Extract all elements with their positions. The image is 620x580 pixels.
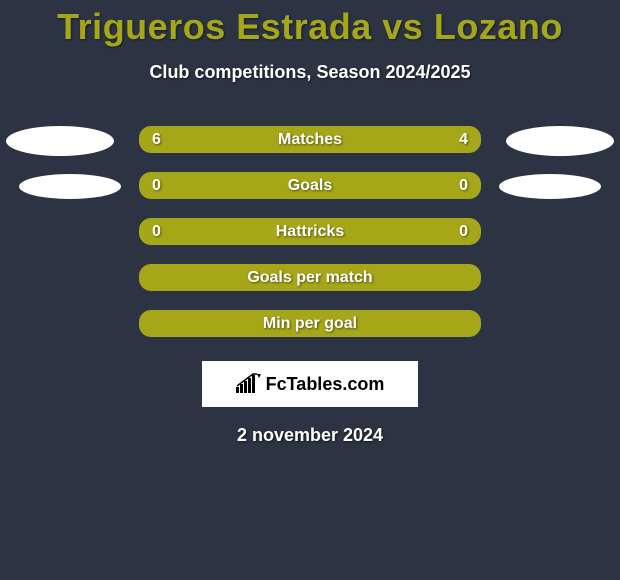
stat-label: Goals [140,173,480,198]
stat-row: Min per goal [0,309,620,355]
stat-row: 00Goals [0,171,620,217]
stat-bar: 64Matches [139,126,481,153]
stat-label: Goals per match [140,265,480,290]
player-left-avatar [19,174,121,199]
stat-bar: Min per goal [139,310,481,337]
logo-text: FcTables.com [266,374,385,395]
player-right-avatar [506,126,614,156]
comparison-card: Trigueros Estrada vs Lozano Club competi… [0,0,620,580]
page-subtitle: Club competitions, Season 2024/2025 [0,62,620,83]
chart-bars-icon [236,373,262,395]
stat-rows: 64Matches 00Goals 00Hattricks Goals per mat… [0,125,620,355]
stat-label: Min per goal [140,311,480,336]
stat-bar: 00Hattricks [139,218,481,245]
stat-label: Matches [140,127,480,152]
stat-row: 64Matches [0,125,620,171]
date-text: 2 november 2024 [0,425,620,446]
stat-bar: 00Goals [139,172,481,199]
player-right-avatar [499,174,601,199]
logo-box: FcTables.com [202,361,418,407]
stat-label: Hattricks [140,219,480,244]
player-left-avatar [6,126,114,156]
stat-bar: Goals per match [139,264,481,291]
stat-row: Goals per match [0,263,620,309]
stat-row: 00Hattricks [0,217,620,263]
page-title: Trigueros Estrada vs Lozano [0,0,620,48]
